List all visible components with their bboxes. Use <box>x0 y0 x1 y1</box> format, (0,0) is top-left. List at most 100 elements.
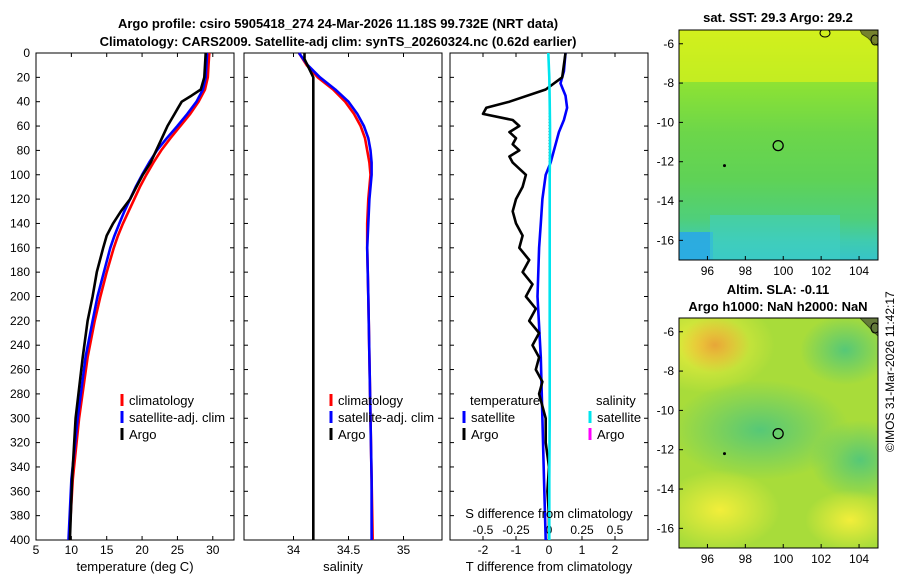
s-difference-xlabel: S difference from climatology <box>465 506 633 521</box>
legend-clim-label: climatology <box>129 393 195 408</box>
sla-map-title-line1: Altim. SLA: -0.11 <box>727 282 830 297</box>
map-lon-label: 102 <box>811 264 831 278</box>
sla-map <box>679 318 878 548</box>
sla-map-frame <box>678 317 879 549</box>
map-lon-label: 96 <box>701 264 715 278</box>
island-outline <box>819 30 831 38</box>
sla-high-region <box>680 318 750 373</box>
temperature-panel <box>35 52 235 541</box>
series-line-argo <box>68 52 207 541</box>
depth-tick-label: 60 <box>17 119 31 133</box>
legend-t-argo-label: Argo <box>471 427 498 442</box>
legend-sat-label: satellite-adj. clim <box>129 410 225 425</box>
difference-legend: temperature satellite Argo salinity sate… <box>462 393 641 442</box>
sla-low-region <box>800 318 878 385</box>
island-outline <box>870 34 878 46</box>
figure-title-line1: Argo profile: csiro 5905418_274 24-Mar-2… <box>118 16 558 31</box>
map-lon-label: 100 <box>773 552 793 566</box>
map-lat-label: -6 <box>663 37 674 51</box>
argo-float-marker <box>772 427 784 440</box>
x-tick-label: 25 <box>171 543 185 557</box>
depth-tick-label: 140 <box>10 216 30 230</box>
legend-s-sat-label: satellite <box>597 410 641 425</box>
depth-tick-label: 400 <box>10 533 30 547</box>
depth-tick-label: 220 <box>10 314 30 328</box>
depth-tick-label: 40 <box>17 95 31 109</box>
depth-tick-label: 340 <box>10 460 30 474</box>
depth-tick-label: 240 <box>10 338 30 352</box>
temperature-x-axis: 5 10 15 20 25 30 <box>33 53 220 557</box>
imos-watermark: ©IMOS 31-Mar-2026 11:42:17 <box>883 291 897 452</box>
depth-tick-label: 360 <box>10 484 30 498</box>
series-line-climatology <box>297 52 374 541</box>
map-lon-label: 104 <box>849 552 869 566</box>
sst-cool-patch <box>679 232 713 260</box>
x-tick-label: 35 <box>397 543 411 557</box>
salinity-panel <box>243 52 443 541</box>
argo-float-dot <box>722 452 726 456</box>
map-lat-label: -12 <box>657 443 675 457</box>
temperature-legend: climatology satellite-adj. clim Argo <box>120 393 225 442</box>
s-diff-tick-label: 0.25 <box>570 523 594 537</box>
depth-tick-label: 0 <box>23 46 30 60</box>
series-line-s-satellite <box>547 52 552 540</box>
map-lon-label: 100 <box>773 264 793 278</box>
argo-float-marker <box>772 139 784 152</box>
legend-s-argo-label: Argo <box>597 427 624 442</box>
map-lon-label: 98 <box>739 552 753 566</box>
legend-argo-label: Argo <box>338 427 365 442</box>
legend-temperature-title: temperature <box>470 393 540 408</box>
map-lat-label: -16 <box>657 233 675 247</box>
sst-map-frame <box>678 29 879 261</box>
depth-tick-label: 120 <box>10 192 30 206</box>
difference-x-axis: -2 -1 0 1 2-0.5 -0.25 0 0.25 0.5 <box>473 53 624 557</box>
figure-title-line2: Climatology: CARS2009. Satellite-adj cli… <box>100 34 577 49</box>
series-line-satellite-adj-clim <box>67 52 209 541</box>
sst-teal-patch <box>710 215 840 260</box>
map-lat-label: -14 <box>657 194 675 208</box>
s-diff-tick-label: -0.25 <box>502 523 530 537</box>
depth-tick-label: 180 <box>10 265 30 279</box>
series-line-t-argo <box>481 52 567 540</box>
depth-tick-label: 20 <box>17 70 31 84</box>
s-diff-tick-label: 0.5 <box>607 523 624 537</box>
series-line-t-satellite <box>536 52 569 541</box>
series-line-satellite-adj-clim <box>297 52 373 540</box>
depth-tick-label: 100 <box>10 168 30 182</box>
depth-tick-label: 200 <box>10 290 30 304</box>
difference-xlabel: T difference from climatology <box>466 559 633 574</box>
map-lon-label: 96 <box>701 552 715 566</box>
salinity-legend: climatology satellite-adj. clim Argo <box>329 393 434 442</box>
x-tick-label: -1 <box>511 543 522 557</box>
x-tick-label: 5 <box>33 543 40 557</box>
salinity-x-axis: 34 34.5 35 <box>287 53 411 557</box>
map-lon-label: 98 <box>739 264 753 278</box>
depth-tick-label: 320 <box>10 436 30 450</box>
sst-map-title: sat. SST: 29.3 Argo: 29.2 <box>703 10 853 25</box>
legend-argo-label: Argo <box>129 427 156 442</box>
x-tick-label: 0 <box>546 543 553 557</box>
depth-tick-label: 160 <box>10 241 30 255</box>
series-line-argo <box>303 53 315 540</box>
sla-high-region <box>679 470 780 548</box>
sla-low-region <box>679 380 850 480</box>
legend-clim-label: climatology <box>338 393 404 408</box>
island-outline <box>870 322 878 334</box>
map-lat-label: -10 <box>657 115 675 129</box>
sla-map-axes: 96 98 100 102 104 -6 -8 -10 -12 -14 -16 <box>657 325 870 566</box>
x-tick-label: 30 <box>206 543 220 557</box>
x-tick-label: -2 <box>478 543 489 557</box>
temperature-xlabel: temperature (deg C) <box>76 559 193 574</box>
map-lat-label: -6 <box>663 325 674 339</box>
sla-high-region <box>805 490 878 548</box>
map-lat-label: -10 <box>657 403 675 417</box>
x-tick-label: 34 <box>287 543 301 557</box>
depth-tick-label: 380 <box>10 509 30 523</box>
map-lat-label: -14 <box>657 482 675 496</box>
series-line-climatology <box>67 52 211 541</box>
sla-map-title-line2: Argo h1000: NaN h2000: NaN <box>688 299 867 314</box>
sst-warm-patch <box>679 30 878 82</box>
x-tick-label: 34.5 <box>337 543 361 557</box>
x-tick-label: 15 <box>100 543 114 557</box>
